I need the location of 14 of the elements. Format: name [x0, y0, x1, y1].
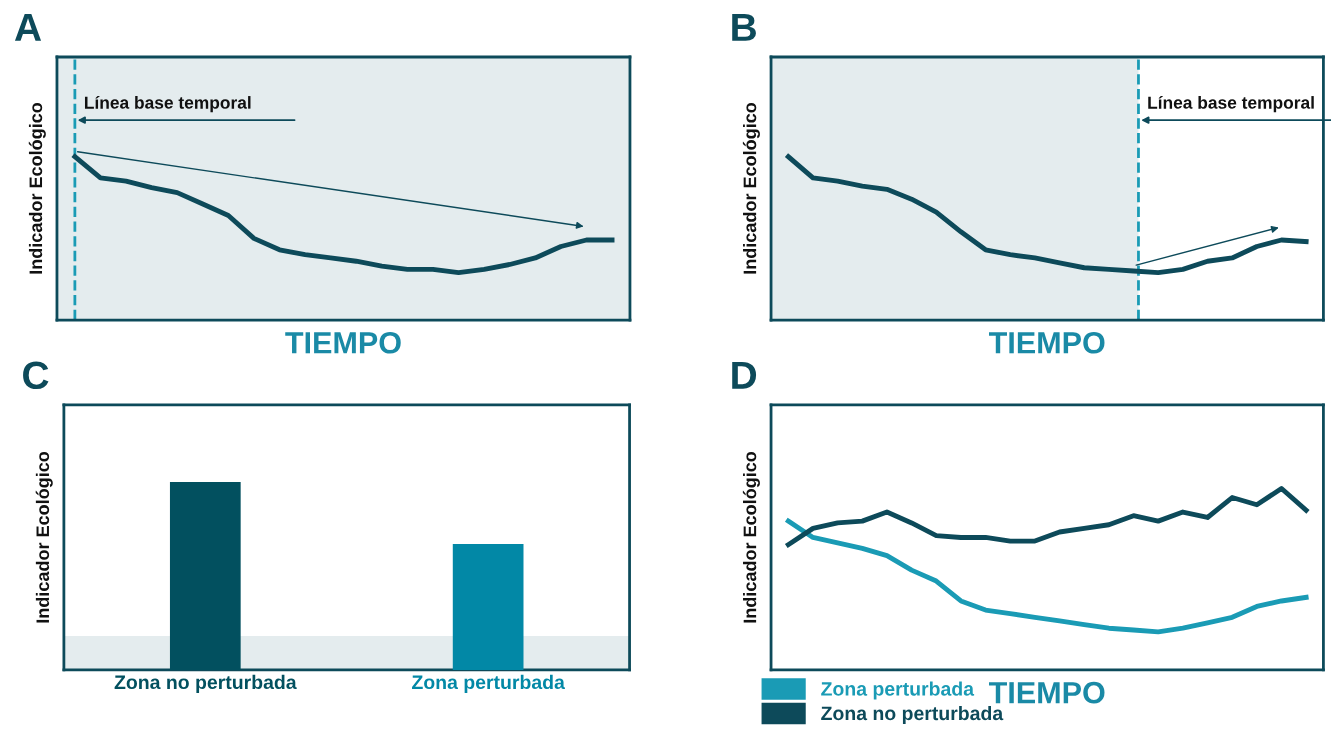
- legend-label: Zona no perturbada: [821, 705, 1004, 725]
- chart-title: A: [14, 14, 42, 41]
- text: Línea base temporal: [84, 95, 251, 113]
- chart-title: D: [732, 361, 757, 389]
- y-axis-title: Indicador Ecológico: [28, 102, 46, 274]
- x-axis-title: TIEMPO: [285, 331, 401, 354]
- chart-title: B: [732, 14, 756, 41]
- y-axis-title: Indicador Ecológico: [35, 451, 53, 623]
- chart-title: C: [23, 361, 49, 390]
- x-axis-title: TIEMPO: [989, 331, 1105, 354]
- y-axis-title: Indicador Ecológico: [742, 451, 760, 623]
- x-axis-title: TIEMPO: [989, 681, 1105, 704]
- y-axis-title: Indicador Ecológico: [742, 102, 760, 274]
- text: Línea base temporal: [1148, 95, 1314, 113]
